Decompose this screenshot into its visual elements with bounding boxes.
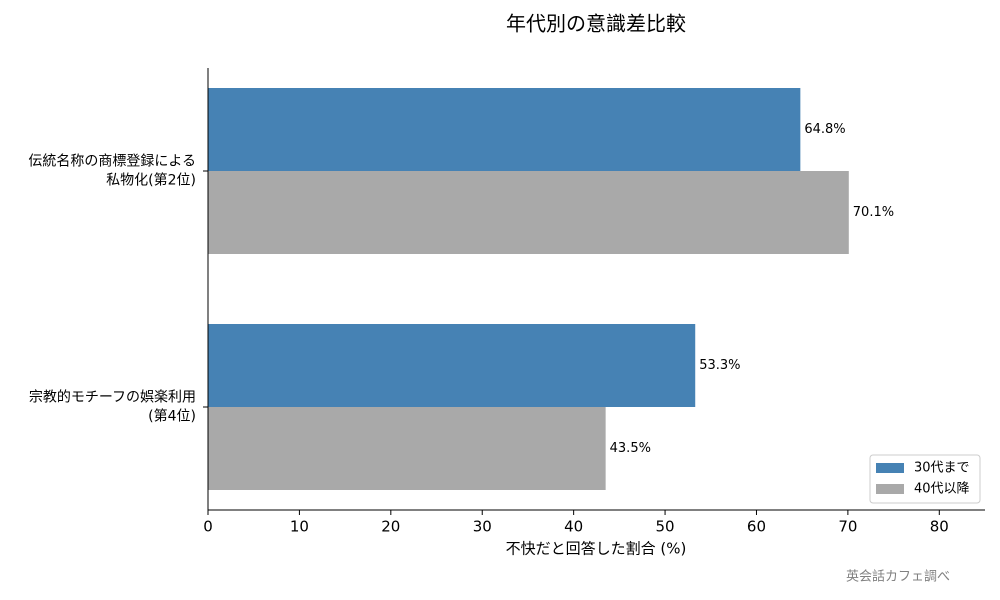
legend-label: 40代以降 xyxy=(914,482,970,497)
legend-swatch xyxy=(876,484,904,494)
bar xyxy=(208,407,606,490)
legend-swatch xyxy=(876,463,904,473)
x-tick-label: 70 xyxy=(838,518,857,536)
chart-title: 年代別の意識差比較 xyxy=(506,12,686,36)
x-tick-label: 10 xyxy=(290,518,309,536)
x-tick-label: 30 xyxy=(473,518,492,536)
x-tick-label: 40 xyxy=(564,518,583,536)
x-tick-label: 20 xyxy=(381,518,400,536)
x-tick-label: 80 xyxy=(930,518,949,536)
legend-label: 30代まで xyxy=(914,461,970,476)
y-tick-label: 私物化(第2位) xyxy=(106,172,196,189)
data-label: 70.1% xyxy=(853,205,894,220)
bar xyxy=(208,88,801,171)
x-tick-label: 50 xyxy=(656,518,675,536)
x-axis-label: 不快だと回答した割合 (%) xyxy=(506,540,687,558)
x-tick-label: 60 xyxy=(747,518,766,536)
source-note: 英会話カフェ調べ xyxy=(846,569,950,585)
x-tick-label: 0 xyxy=(203,518,213,536)
y-tick-label: 伝統名称の商標登録による xyxy=(28,154,196,170)
data-label: 43.5% xyxy=(610,441,651,456)
data-label: 53.3% xyxy=(699,358,740,373)
bar xyxy=(208,324,696,407)
y-tick-label: (第4位) xyxy=(148,408,196,425)
bar xyxy=(208,171,849,254)
data-label: 64.8% xyxy=(804,122,845,137)
y-tick-label: 宗教的モチーフの娯楽利用 xyxy=(29,390,196,406)
